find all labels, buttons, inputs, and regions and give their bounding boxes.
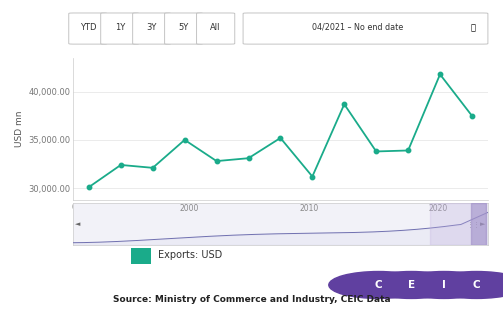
Text: E: E	[407, 280, 415, 290]
Circle shape	[427, 271, 503, 298]
FancyBboxPatch shape	[133, 13, 171, 44]
FancyBboxPatch shape	[101, 13, 139, 44]
Text: Source: Ministry of Commerce and Industry, CEIC Data: Source: Ministry of Commerce and Industr…	[113, 295, 390, 304]
Text: 2000: 2000	[180, 204, 199, 213]
Circle shape	[329, 271, 428, 298]
Text: All: All	[210, 23, 221, 32]
FancyBboxPatch shape	[69, 13, 107, 44]
Bar	[430, 203, 486, 245]
Circle shape	[394, 271, 493, 298]
Text: 2010: 2010	[300, 204, 319, 213]
Text: I: I	[442, 280, 446, 290]
Text: YTD: YTD	[79, 23, 96, 32]
Text: 04/2021 – No end date: 04/2021 – No end date	[311, 23, 403, 32]
Text: 3Y: 3Y	[146, 23, 157, 32]
Text: 📅: 📅	[471, 23, 476, 32]
Text: C: C	[375, 280, 382, 290]
Text: 2020: 2020	[429, 204, 448, 213]
Text: ►: ►	[480, 221, 485, 227]
Text: Exports: USD: Exports: USD	[158, 250, 223, 260]
FancyBboxPatch shape	[197, 13, 235, 44]
Bar	[471, 203, 486, 245]
Text: 1Y: 1Y	[115, 23, 125, 32]
Text: ⋮⋮: ⋮⋮	[467, 221, 481, 227]
Circle shape	[362, 271, 461, 298]
FancyBboxPatch shape	[164, 13, 203, 44]
Text: C: C	[473, 280, 480, 290]
Y-axis label: USD mn: USD mn	[15, 110, 24, 147]
FancyBboxPatch shape	[131, 248, 151, 264]
FancyBboxPatch shape	[243, 13, 488, 44]
Text: ◄: ◄	[75, 221, 81, 227]
Text: 5Y: 5Y	[179, 23, 189, 32]
